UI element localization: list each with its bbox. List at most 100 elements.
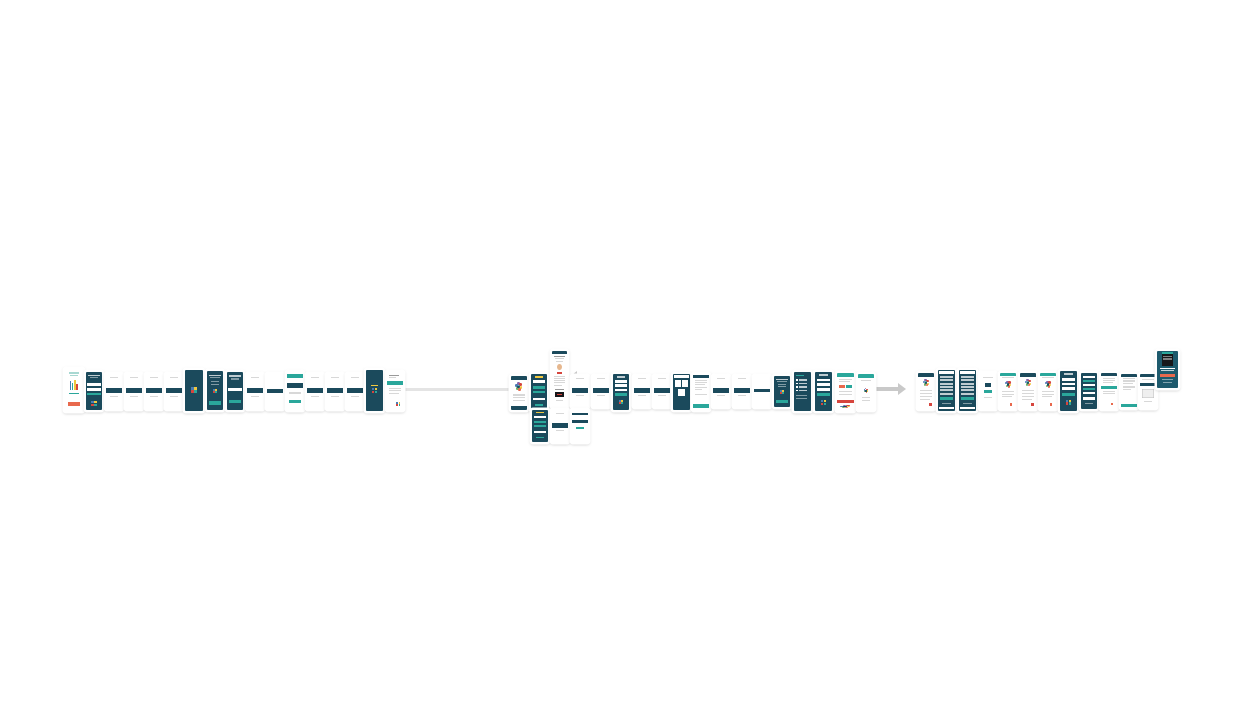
ui-block bbox=[533, 420, 547, 424]
screen-thumbnail-white-teal-header-buttons[interactable] bbox=[836, 372, 855, 412]
ui-block bbox=[250, 395, 260, 397]
ui-block bbox=[674, 375, 689, 378]
screen-thumbnail-white-darkband[interactable] bbox=[306, 373, 324, 410]
ui-block bbox=[554, 356, 565, 358]
ui-block bbox=[228, 400, 242, 404]
ui-block bbox=[1102, 379, 1116, 381]
screen-thumbnail-splash[interactable] bbox=[64, 368, 84, 412]
screen-thumbnail-teal-stripes[interactable] bbox=[286, 371, 304, 411]
ui-block bbox=[370, 384, 379, 387]
ui-block bbox=[536, 436, 544, 439]
ui-block bbox=[536, 411, 544, 414]
logo-dot bbox=[1066, 399, 1069, 402]
screen-thumbnail-white-darkband[interactable] bbox=[165, 373, 183, 410]
screen-content bbox=[227, 372, 243, 410]
ui-block bbox=[694, 394, 708, 396]
screen-thumbnail-dark-logo[interactable] bbox=[184, 369, 204, 412]
screen-thumbnail-white-darkband[interactable] bbox=[346, 373, 364, 410]
ui-block bbox=[1085, 402, 1093, 404]
screen-thumbnail-dark-stripes2[interactable] bbox=[1080, 372, 1098, 410]
ui-block bbox=[838, 378, 853, 380]
ui-block bbox=[1082, 391, 1096, 394]
screen-thumbnail-dark-form-long[interactable] bbox=[958, 369, 977, 412]
ui-block bbox=[961, 385, 974, 389]
screen-thumbnail-chart-rows-red[interactable] bbox=[1019, 372, 1037, 410]
screen-thumbnail-chart-screen[interactable] bbox=[510, 375, 528, 411]
ui-block bbox=[555, 358, 564, 360]
screen-thumbnail-white-box[interactable] bbox=[1139, 373, 1157, 409]
screen-thumbnail-white-teal-header-icon[interactable] bbox=[857, 373, 875, 411]
screen-thumbnail-dark-cards[interactable] bbox=[672, 373, 691, 411]
screen-thumbnail-promo-card[interactable] bbox=[1156, 350, 1179, 389]
ui-block bbox=[796, 397, 807, 399]
ui-block bbox=[1140, 382, 1156, 386]
screen-thumbnail-white-darkband[interactable] bbox=[145, 373, 163, 410]
screen-thumbnail-chart-rows-red[interactable] bbox=[917, 372, 935, 410]
screen-thumbnail-white-list-teal[interactable] bbox=[386, 371, 404, 411]
screen-thumbnail-white-darkband[interactable] bbox=[653, 375, 671, 408]
ui-block bbox=[637, 395, 647, 397]
screen-thumbnail-white-darkband[interactable] bbox=[712, 375, 730, 408]
ui-block bbox=[776, 378, 788, 381]
ui-block bbox=[387, 381, 403, 385]
screen-content bbox=[146, 374, 162, 409]
ui-block bbox=[1123, 388, 1131, 390]
chart-dot bbox=[1028, 382, 1032, 385]
ui-block bbox=[388, 374, 399, 376]
screen-thumbnail-dark-inputs-logo[interactable] bbox=[814, 371, 833, 412]
screen-thumbnail-dark-login-yellow[interactable] bbox=[531, 409, 549, 443]
ui-block bbox=[554, 375, 565, 377]
chart-dot bbox=[844, 406, 849, 408]
ui-block bbox=[961, 376, 974, 379]
logo-dot bbox=[215, 391, 218, 394]
screen-thumbnail-dark-stripes-logo[interactable] bbox=[85, 371, 103, 411]
screen-thumbnail-dark-login-yellow[interactable] bbox=[530, 373, 548, 411]
screen-thumbnail-white-rows-orange[interactable] bbox=[1100, 372, 1118, 410]
screen-thumbnail-white-darkband[interactable] bbox=[246, 373, 264, 410]
screen-thumbnail-dark-inputs-logo[interactable] bbox=[612, 373, 630, 411]
screen-thumbnail-white-darkband[interactable] bbox=[733, 375, 751, 408]
screen-thumbnail-white-darkband-small[interactable] bbox=[266, 373, 284, 410]
chart-dot bbox=[1026, 378, 1029, 382]
ui-block bbox=[87, 393, 101, 395]
ui-block bbox=[350, 395, 360, 397]
screen-thumbnail-white-text-teal-footer[interactable] bbox=[1120, 373, 1138, 409]
screen-thumbnail-dark-menu[interactable] bbox=[793, 371, 812, 412]
ui-block bbox=[1064, 373, 1073, 375]
screen-thumbnail-dark-inputs-logo[interactable] bbox=[1059, 370, 1078, 412]
screen-thumbnail-product-detail[interactable] bbox=[551, 350, 568, 408]
screen-thumbnail-white-darkband[interactable] bbox=[551, 409, 569, 443]
screen-thumbnail-white-darkband[interactable] bbox=[571, 375, 589, 408]
chart-dot bbox=[863, 389, 866, 391]
screen-thumbnail-dark-form-long[interactable] bbox=[937, 369, 956, 412]
ui-block bbox=[713, 388, 729, 394]
screen-thumbnail-dark-text-teal-btn[interactable] bbox=[206, 370, 224, 411]
screen-thumbnail-dark-text-teal-btn[interactable] bbox=[773, 375, 791, 408]
screen-thumbnail-white-darkband[interactable] bbox=[633, 375, 651, 408]
chart-cluster-icon bbox=[863, 387, 869, 394]
ui-block bbox=[575, 426, 585, 430]
ui-block bbox=[554, 384, 563, 386]
screen-thumbnail-white-form-teal[interactable] bbox=[692, 373, 710, 411]
screen-thumbnail-white-darkbox-teal[interactable] bbox=[979, 372, 997, 410]
screen-thumbnail-white-darkband[interactable] bbox=[125, 373, 143, 410]
ui-block bbox=[533, 431, 547, 434]
ui-block bbox=[554, 377, 565, 379]
screen-thumbnail-white-center-teal-btn[interactable] bbox=[571, 409, 589, 443]
screen-thumbnail-white-darkband[interactable] bbox=[105, 373, 123, 410]
ui-block bbox=[552, 351, 567, 355]
screen-thumbnail-white-darkband[interactable] bbox=[592, 375, 610, 408]
screen-thumbnail-dark-logo-yellow[interactable] bbox=[365, 369, 384, 412]
screen-thumbnail-white-darkband[interactable] bbox=[326, 373, 344, 410]
ui-block bbox=[1101, 373, 1117, 376]
screen-thumbnail-dark-stripe-teal-btn[interactable] bbox=[226, 371, 244, 411]
screen-thumbnail-white-header-chart-orange[interactable] bbox=[999, 372, 1017, 410]
ui-block bbox=[614, 393, 628, 397]
ui-block bbox=[267, 388, 283, 393]
screen-thumbnail-white-darkband-small[interactable] bbox=[753, 375, 771, 408]
chart-dot bbox=[865, 391, 868, 393]
ui-block bbox=[575, 395, 585, 397]
ui-block bbox=[693, 375, 709, 378]
screen-thumbnail-white-header-chart-orange[interactable] bbox=[1039, 372, 1057, 410]
